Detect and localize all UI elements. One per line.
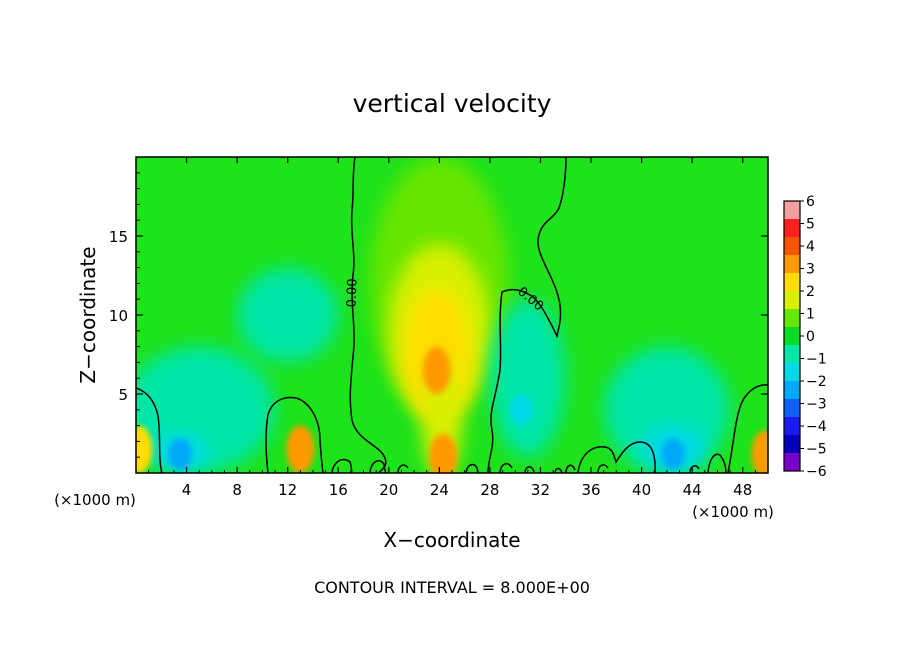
colorbar-tick-label: 5 <box>806 217 815 233</box>
contour-line-right <box>487 157 567 473</box>
colorbar-tick-label: 2 <box>806 284 815 300</box>
contour-label-1: 0.00 <box>345 278 361 307</box>
colorbar-tick-label: 3 <box>806 262 815 278</box>
x-tick-label: 32 <box>531 481 550 499</box>
chart-title: vertical velocity <box>353 89 552 118</box>
field-region-6 <box>489 299 566 458</box>
y-tick-label: 10 <box>109 307 128 325</box>
colorbar-tick-label: −6 <box>806 464 827 480</box>
colorbar-swatch <box>784 309 800 328</box>
y-tick-label: 5 <box>118 386 128 404</box>
colorbar-swatch <box>784 219 800 238</box>
contour-small-cells <box>331 441 727 473</box>
x-tick-label: 8 <box>232 481 242 499</box>
field-region-10 <box>422 346 451 394</box>
x-unit-right: (×1000 m) <box>692 503 774 521</box>
colorbar-tick-label: 1 <box>806 307 815 323</box>
colorbar-swatch <box>784 255 800 274</box>
colorbar-tick-label: −3 <box>806 397 827 413</box>
contour-line-left <box>349 157 387 473</box>
colorbar-swatch <box>784 237 800 256</box>
field-region-14 <box>751 430 768 473</box>
field-region-11 <box>429 433 458 473</box>
colorbar-swatch <box>784 381 800 400</box>
colorbar-tick-label: −4 <box>806 419 827 435</box>
colorbar-swatch <box>784 363 800 382</box>
colorbar-swatch <box>784 327 800 346</box>
colorbar-tick-label: 0 <box>806 329 815 345</box>
colorbar-swatch <box>784 291 800 310</box>
colorbar-swatch <box>784 453 800 472</box>
field-region-13 <box>136 425 153 473</box>
colorbar-tick-label: −2 <box>806 374 827 390</box>
velocity-field <box>136 157 768 473</box>
colorbar-swatch <box>784 345 800 364</box>
x-tick-label: 16 <box>329 481 348 499</box>
x-tick-label: 40 <box>632 481 651 499</box>
x-axis: 4 8 12 16 20 24 28 32 36 40 44 48 <box>148 157 756 499</box>
colorbar-swatch <box>784 201 800 220</box>
colorbar-tick-label: −5 <box>806 442 827 458</box>
x-tick-label: 44 <box>683 481 702 499</box>
colorbar-swatch <box>784 273 800 292</box>
x-tick-label: 20 <box>379 481 398 499</box>
x-tick-label: 28 <box>480 481 499 499</box>
x-unit-left: (×1000 m) <box>54 491 136 509</box>
colorbar-swatch <box>784 435 800 454</box>
colorbar-tick-label: −1 <box>806 352 827 368</box>
field-region-5 <box>237 267 339 363</box>
colorbar-swatch <box>784 399 800 418</box>
contour-interval-footer: CONTOUR INTERVAL = 8.000E+00 <box>314 578 590 597</box>
zero-contours <box>136 157 768 473</box>
x-tick-label: 36 <box>581 481 600 499</box>
contour-line-x12-cell <box>265 396 324 473</box>
field-region-17 <box>510 394 533 426</box>
contour-line-left-cell <box>136 387 163 473</box>
colorbar-tick-label: 6 <box>806 194 815 210</box>
colorbar-tick-label: 4 <box>806 239 815 255</box>
contour-line-right-cell <box>727 384 768 473</box>
plot-area: 0.00 0.00 <box>136 157 768 473</box>
x-tick-label: 4 <box>182 481 192 499</box>
x-tick-label: 12 <box>278 481 297 499</box>
x-tick-label: 48 <box>733 481 752 499</box>
x-tick-label: 24 <box>430 481 449 499</box>
y-axis-label: Z−coordinate <box>76 246 100 383</box>
colorbar-swatch <box>784 417 800 436</box>
colorbar: 6 5 4 3 2 1 0 −1 −2 −3 −4 −5 −6 <box>783 194 827 480</box>
field-region-15 <box>168 438 192 470</box>
field-region-12 <box>286 425 315 473</box>
y-tick-label: 15 <box>109 228 128 246</box>
y-axis: 5 10 15 <box>109 172 768 458</box>
x-axis-label: X−coordinate <box>383 528 520 552</box>
field-region-16 <box>661 438 685 470</box>
